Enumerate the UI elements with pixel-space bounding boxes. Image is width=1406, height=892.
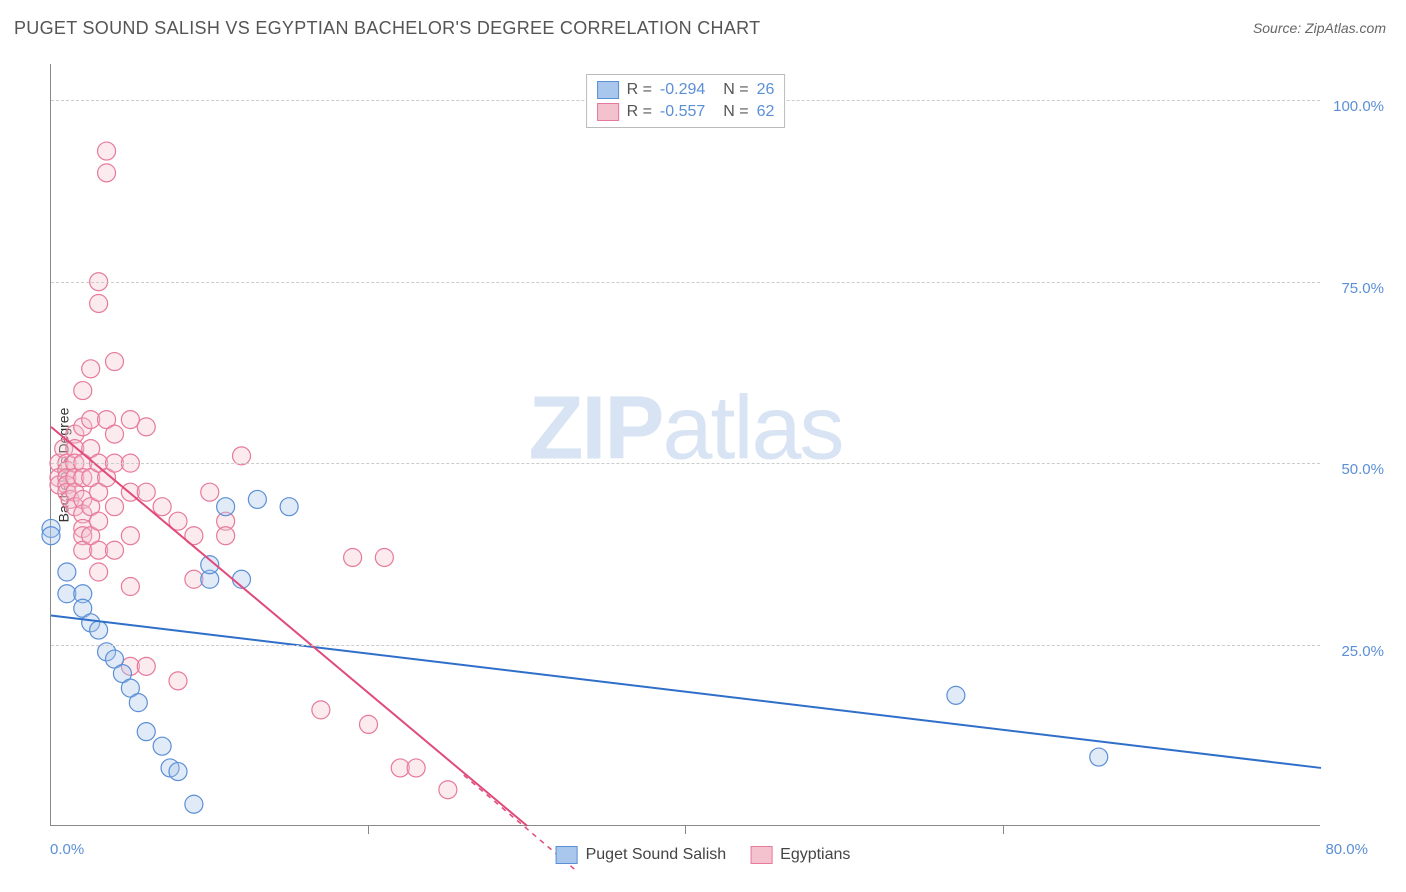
swatch-series-2 bbox=[597, 103, 619, 121]
regression-line bbox=[51, 427, 527, 826]
data-point bbox=[90, 294, 108, 312]
xtick-label: 0.0% bbox=[50, 841, 84, 858]
data-point bbox=[360, 715, 378, 733]
data-point bbox=[217, 527, 235, 545]
data-point bbox=[42, 527, 60, 545]
data-point bbox=[312, 701, 330, 719]
data-point bbox=[129, 694, 147, 712]
data-point bbox=[121, 411, 139, 429]
data-point bbox=[153, 737, 171, 755]
data-point bbox=[106, 541, 124, 559]
gridline bbox=[51, 463, 1320, 464]
scatter-plot-svg bbox=[51, 64, 1320, 825]
ytick-label: 75.0% bbox=[1341, 280, 1384, 297]
data-point bbox=[106, 353, 124, 371]
data-point bbox=[98, 164, 116, 182]
data-point bbox=[58, 563, 76, 581]
xtick bbox=[685, 826, 686, 834]
data-point bbox=[201, 483, 219, 501]
data-point bbox=[153, 498, 171, 516]
data-point bbox=[90, 512, 108, 530]
plot-area: ZIPatlas R = -0.294 N = 26 R = -0.557 N … bbox=[50, 64, 1320, 826]
legend-stats-row: R = -0.294 N = 26 bbox=[597, 79, 775, 101]
legend-stats: R = -0.294 N = 26 R = -0.557 N = 62 bbox=[586, 74, 786, 128]
xtick bbox=[368, 826, 369, 834]
data-point bbox=[439, 781, 457, 799]
data-point bbox=[74, 382, 92, 400]
regression-line bbox=[51, 616, 1321, 768]
data-point bbox=[169, 672, 187, 690]
data-point bbox=[375, 548, 393, 566]
data-point bbox=[137, 657, 155, 675]
data-point bbox=[407, 759, 425, 777]
data-point bbox=[280, 498, 298, 516]
data-point bbox=[217, 498, 235, 516]
header: PUGET SOUND SALISH VS EGYPTIAN BACHELOR'… bbox=[0, 0, 1406, 47]
data-point bbox=[82, 360, 100, 378]
data-point bbox=[947, 686, 965, 704]
data-point bbox=[344, 548, 362, 566]
data-point bbox=[106, 498, 124, 516]
legend-series: Puget Sound Salish Egyptians bbox=[556, 846, 851, 864]
data-point bbox=[90, 621, 108, 639]
gridline bbox=[51, 645, 1320, 646]
data-point bbox=[137, 483, 155, 501]
data-point bbox=[98, 142, 116, 160]
data-point bbox=[121, 527, 139, 545]
data-point bbox=[248, 490, 266, 508]
ytick-label: 100.0% bbox=[1333, 98, 1384, 115]
legend-item: Egyptians bbox=[750, 846, 850, 864]
data-point bbox=[185, 795, 203, 813]
legend-item: Puget Sound Salish bbox=[556, 846, 727, 864]
swatch-series-1 bbox=[556, 846, 578, 864]
source-label: Source: ZipAtlas.com bbox=[1253, 18, 1386, 36]
chart-title: PUGET SOUND SALISH VS EGYPTIAN BACHELOR'… bbox=[14, 18, 760, 39]
data-point bbox=[106, 425, 124, 443]
data-point bbox=[121, 578, 139, 596]
chart-container: Bachelor's Degree ZIPatlas R = -0.294 N … bbox=[14, 54, 1392, 876]
data-point bbox=[137, 418, 155, 436]
ytick-label: 25.0% bbox=[1341, 643, 1384, 660]
xtick-label: 80.0% bbox=[1325, 841, 1368, 858]
swatch-series-2 bbox=[750, 846, 772, 864]
data-point bbox=[90, 563, 108, 581]
xtick bbox=[1003, 826, 1004, 834]
legend-stats-row: R = -0.557 N = 62 bbox=[597, 101, 775, 123]
data-point bbox=[169, 763, 187, 781]
data-point bbox=[137, 723, 155, 741]
gridline bbox=[51, 282, 1320, 283]
swatch-series-1 bbox=[597, 81, 619, 99]
data-point bbox=[1090, 748, 1108, 766]
ytick-label: 50.0% bbox=[1341, 461, 1384, 478]
